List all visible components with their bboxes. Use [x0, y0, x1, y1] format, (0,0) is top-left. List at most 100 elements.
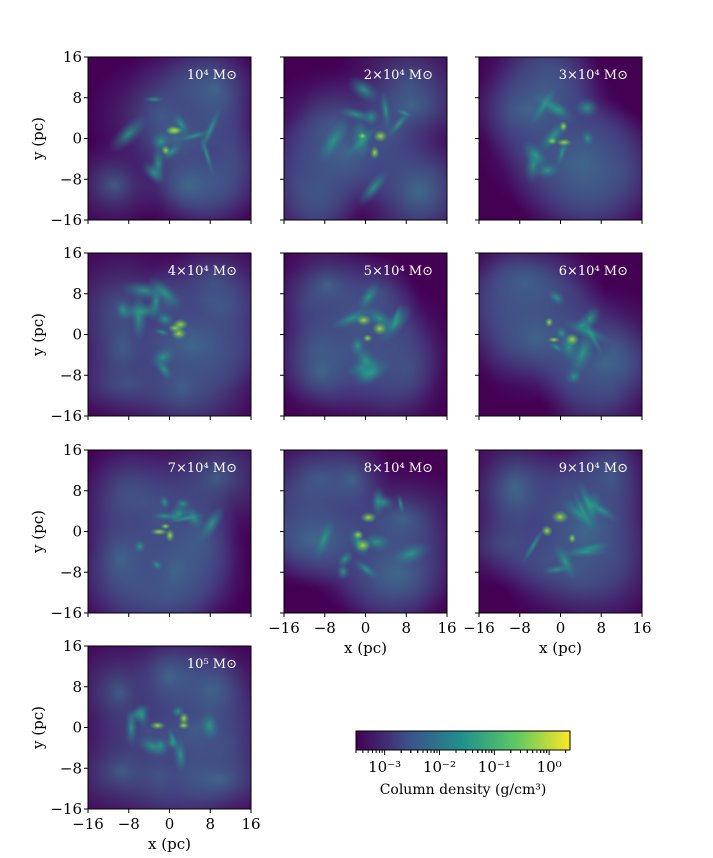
x-tick-label: 0 — [556, 619, 566, 637]
filament — [172, 111, 191, 137]
panel: 8×10⁴ M⊙ −16 −8 0 8 16 x (pc) — [268, 449, 457, 657]
y-tick-label: −16 — [50, 211, 82, 229]
x-tick-label: 8 — [596, 619, 606, 637]
filament — [150, 559, 164, 571]
filament — [330, 306, 374, 330]
filament — [147, 275, 183, 311]
core — [352, 529, 364, 540]
core — [358, 132, 367, 140]
y-tick-label: 16 — [63, 441, 82, 459]
x-axis-label: x (pc) — [148, 835, 191, 853]
filament — [395, 108, 413, 118]
y-axis-label: y (pc) — [29, 117, 47, 161]
y-tick-label: 8 — [72, 285, 82, 303]
core — [171, 327, 187, 340]
core — [564, 333, 580, 346]
filament — [166, 513, 208, 524]
density-map — [479, 253, 642, 416]
filament — [377, 303, 414, 344]
filament — [336, 106, 377, 123]
colorbar-tick-label: 10⁻³ — [368, 758, 401, 776]
filament — [353, 558, 380, 580]
x-axis-label: x (pc) — [539, 639, 582, 657]
filament — [351, 358, 391, 387]
y-tick-label: 0 — [72, 130, 82, 148]
core — [149, 721, 166, 730]
density-map — [88, 57, 251, 220]
density-map — [88, 450, 251, 613]
y-tick-label: 0 — [72, 326, 82, 344]
filament — [370, 493, 396, 511]
core — [161, 145, 171, 156]
core — [568, 533, 577, 544]
density-map — [479, 450, 642, 613]
filament — [117, 302, 166, 321]
filament — [534, 161, 561, 180]
density-map — [284, 253, 447, 416]
x-tick-label: 0 — [165, 815, 175, 833]
filament — [154, 358, 174, 381]
x-tick-label: −16 — [72, 815, 104, 833]
core — [551, 510, 569, 524]
y-tick-label: −16 — [50, 604, 82, 622]
filament — [141, 160, 166, 185]
panel-title: 5×10⁴ M⊙ — [364, 264, 433, 279]
filament — [346, 75, 381, 104]
y-tick-label: 8 — [72, 482, 82, 500]
core — [547, 336, 561, 343]
core — [160, 523, 171, 530]
filament — [356, 281, 381, 312]
filament — [379, 89, 392, 131]
filament — [364, 306, 396, 332]
colorbar-tick-label: 10⁻¹ — [478, 758, 511, 776]
cloud-blob — [120, 299, 251, 393]
y-axis-label: y (pc) — [29, 510, 47, 554]
filament — [560, 545, 610, 559]
panel-title: 2×10⁴ M⊙ — [364, 68, 433, 83]
panel-title: 10⁵ M⊙ — [187, 657, 237, 672]
colorbar-tick-label: 10⁰ — [537, 758, 562, 776]
filament — [158, 494, 171, 510]
core — [546, 137, 558, 145]
panel: 2×10⁴ M⊙ — [280, 56, 448, 224]
core — [150, 528, 168, 536]
core — [354, 538, 372, 553]
core — [559, 121, 568, 132]
filament — [133, 703, 150, 728]
core — [360, 512, 378, 524]
core — [372, 321, 388, 336]
filament — [580, 129, 595, 147]
panel: 4×10⁴ M⊙ −16 −8 0 8 16 y (pc) — [29, 244, 252, 425]
filament — [390, 541, 431, 567]
filament — [396, 493, 405, 515]
density-map — [479, 57, 642, 220]
core — [165, 528, 175, 543]
density-map — [88, 646, 251, 809]
x-tick-label: 16 — [241, 815, 260, 833]
colorbar-label: Column density (g/cm³) — [380, 782, 547, 798]
panel-title: 9×10⁴ M⊙ — [559, 461, 628, 476]
core — [544, 317, 554, 328]
x-tick-label: 8 — [205, 815, 215, 833]
core — [541, 524, 553, 537]
x-tick-label: −8 — [509, 619, 531, 637]
density-map — [88, 253, 251, 416]
density-map — [284, 450, 447, 613]
filament — [142, 95, 166, 103]
filament — [108, 115, 149, 153]
filament — [151, 736, 170, 756]
x-tick-label: 8 — [401, 619, 411, 637]
filament — [153, 328, 171, 337]
density-map — [284, 57, 447, 220]
filament — [357, 169, 390, 206]
y-axis-label: y (pc) — [29, 313, 47, 357]
panel-title: 10⁴ M⊙ — [187, 68, 237, 83]
filament — [150, 511, 180, 521]
filament — [554, 326, 569, 341]
core — [355, 314, 372, 326]
panel-title: 8×10⁴ M⊙ — [364, 461, 433, 476]
panel: 9×10⁴ M⊙ −16 −8 0 8 16 x (pc) — [463, 449, 652, 657]
core — [178, 712, 190, 726]
filament — [547, 289, 566, 306]
